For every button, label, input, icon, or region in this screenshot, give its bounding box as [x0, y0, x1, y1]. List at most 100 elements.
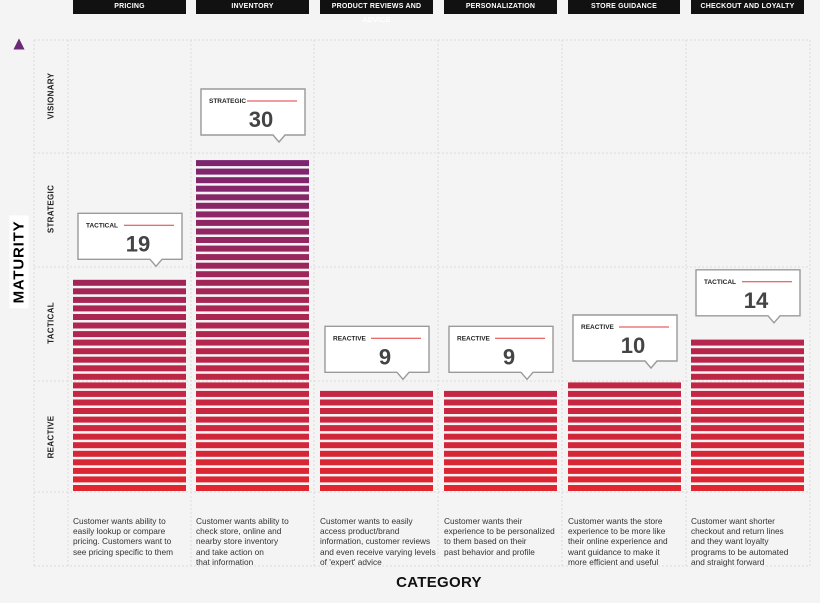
bar-stripe: [320, 390, 433, 397]
bar-stripe: [196, 160, 309, 167]
bar-stripe: [568, 467, 681, 474]
bar-stripe: [196, 245, 309, 252]
bar-stripe: [444, 433, 557, 440]
bar-stripe: [691, 450, 804, 457]
bar-stripe: [320, 442, 433, 449]
category-description-personalization: Customer wants their experience to be pe…: [444, 516, 555, 557]
bar-product-reviews-and-advice: [320, 390, 433, 491]
bar-stripe: [691, 356, 804, 363]
callout-box: [324, 325, 430, 381]
bar-stripe: [196, 459, 309, 466]
bar-stripe: [73, 314, 186, 320]
bar-stripe: [196, 365, 309, 372]
bar-stripe: [320, 467, 433, 474]
bar-stripe: [73, 365, 186, 372]
bar-stripe: [320, 459, 433, 466]
bar-stripe: [196, 450, 309, 457]
callout-box: [448, 325, 554, 381]
bar-stripe: [196, 185, 309, 192]
bar-stripe: [196, 442, 309, 449]
bar-stripe: [691, 382, 804, 389]
grid-lines: [33, 39, 811, 567]
callout-personalization: REACTIVE 9: [448, 325, 554, 381]
bar-stripe: [73, 288, 186, 295]
category-label-pricing: PRICING: [73, 0, 186, 14]
bar-stripe: [196, 425, 309, 432]
bar-stripe: [691, 390, 804, 397]
bar-stripe: [196, 331, 309, 338]
bar-stripe: [196, 356, 309, 363]
callout-value: 30: [249, 107, 273, 132]
bar-stripe: [568, 450, 681, 457]
bar-stripe: [73, 433, 186, 440]
callout-tag: REACTIVE: [457, 335, 491, 342]
callout-tag: REACTIVE: [581, 324, 615, 331]
bar-stripe: [73, 416, 186, 423]
bar-stripe: [691, 467, 804, 474]
category-label-inventory: INVENTORY: [196, 0, 309, 14]
bar-stripe: [568, 408, 681, 414]
callout-box: [200, 88, 306, 144]
bar-stripe: [691, 485, 804, 491]
bar-stripe: [196, 382, 309, 389]
bars: [73, 160, 804, 491]
bar-stripe: [691, 433, 804, 440]
bar-stripe: [73, 485, 186, 491]
bar-stripe: [691, 373, 804, 380]
bar-stripe: [691, 416, 804, 423]
bar-stripe: [73, 382, 186, 389]
bar-stripe: [196, 262, 309, 269]
bar-stripe: [196, 202, 309, 209]
bar-stripe: [568, 425, 681, 432]
bar-stripe: [444, 416, 557, 423]
category-label-personalization: PERSONALIZATION: [444, 0, 557, 14]
bar-stripe: [444, 442, 557, 449]
bar-stripe: [568, 433, 681, 440]
callout-value: 14: [744, 288, 769, 313]
bar-stripe: [196, 408, 309, 414]
bar-inventory: [196, 160, 309, 491]
bar-stripe: [444, 485, 557, 491]
bar-stripe: [568, 399, 681, 406]
bar-stripe: [73, 467, 186, 474]
callout-store-guidance: REACTIVE 10: [572, 314, 678, 370]
category-description-store-guidance: Customer wants the store experience to b…: [568, 516, 668, 567]
bar-stripe: [196, 177, 309, 184]
bar-personalization: [444, 390, 557, 491]
callout-value: 9: [379, 344, 391, 369]
bar-stripe: [196, 339, 309, 346]
bar-stripe: [73, 279, 186, 286]
bar-stripe: [691, 459, 804, 466]
bar-stripe: [320, 433, 433, 440]
bar-stripe: [320, 425, 433, 432]
bar-stripe: [196, 305, 309, 312]
callout-value: 10: [621, 333, 645, 358]
bar-stripe: [196, 314, 309, 320]
bar-stripe: [691, 425, 804, 432]
bar-stripe: [196, 433, 309, 440]
bar-stripe: [196, 416, 309, 423]
bar-stripe: [691, 399, 804, 406]
bar-stripe: [444, 425, 557, 432]
bar-stripe: [320, 408, 433, 414]
callout-tag: TACTICAL: [86, 222, 118, 229]
bar-stripe: [568, 442, 681, 449]
category-description-checkout-loyalty: Customer want shorter checkout and retur…: [691, 516, 789, 567]
category-description-product-reviews: Customer wants to easily access product/…: [320, 516, 436, 567]
bar-stripe: [568, 390, 681, 397]
bar-stripe: [568, 485, 681, 491]
bar-stripe: [196, 390, 309, 397]
bar-stripe: [73, 399, 186, 406]
bar-stripe: [691, 339, 804, 346]
bar-stripe: [73, 305, 186, 312]
bar-stripe: [196, 211, 309, 218]
bar-pricing: [73, 279, 186, 491]
bar-stripe: [73, 331, 186, 338]
bar-stripe: [196, 399, 309, 406]
bar-stripe: [568, 382, 681, 389]
bar-stripe: [73, 348, 186, 355]
category-label-product-reviews: PRODUCT REVIEWS AND ADVICE: [320, 0, 433, 24]
bar-store-guidance: [568, 382, 681, 491]
bar-stripe: [73, 373, 186, 380]
